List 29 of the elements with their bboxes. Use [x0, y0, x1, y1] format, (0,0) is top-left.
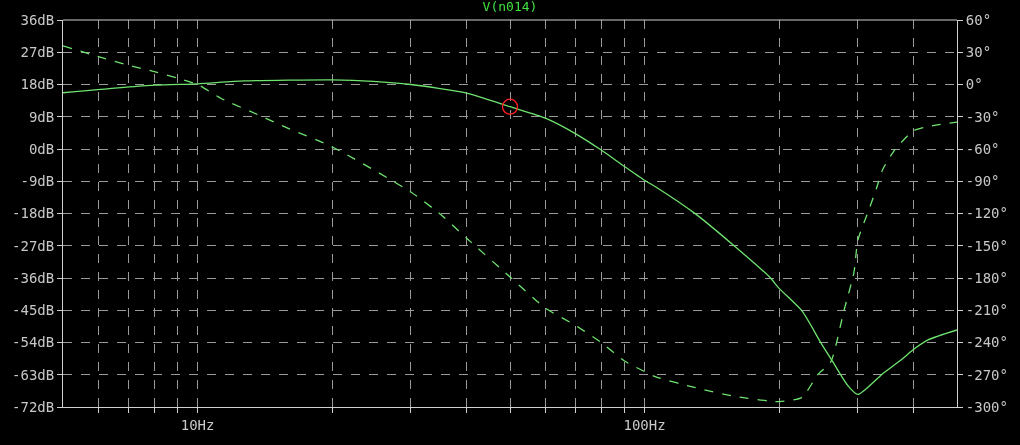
y-tick-label: -27dB	[12, 237, 55, 254]
y2-tick-label: -300°	[965, 398, 1008, 415]
y2-tick-label: -210°	[965, 302, 1008, 319]
y2-tick-label: 60°	[965, 11, 992, 28]
y2-tick-label: -30°	[965, 108, 1000, 125]
y-tick-label: 9dB	[28, 108, 55, 125]
y2-tick-label: -270°	[965, 366, 1008, 383]
y-tick-label: -18dB	[12, 205, 55, 222]
y-tick-label: -36dB	[12, 269, 55, 286]
y-tick-label: -9dB	[20, 173, 55, 190]
y2-tick-label: -120°	[965, 205, 1008, 222]
x-tick-label: 100Hz	[623, 416, 666, 433]
y-tick-label: 18dB	[20, 76, 55, 93]
y-tick-label: 27dB	[20, 44, 55, 61]
y2-tick-label: -240°	[965, 334, 1008, 351]
y-tick-label: 36dB	[20, 11, 55, 28]
y-tick-label: 0dB	[28, 140, 55, 157]
y-tick-label: -45dB	[12, 302, 55, 319]
y-tick-label: -72dB	[12, 398, 55, 415]
y2-tick-label: -90°	[965, 173, 1000, 190]
y2-tick-label: -150°	[965, 237, 1008, 254]
y2-tick-label: -60°	[965, 140, 1000, 157]
y2-tick-label: 30°	[965, 44, 992, 61]
y-tick-label: -54dB	[12, 334, 55, 351]
y-tick-label: -63dB	[12, 366, 55, 383]
x-tick-label: 10Hz	[180, 416, 215, 433]
y2-tick-label: -180°	[965, 269, 1008, 286]
chart-title: V(n014)	[482, 0, 538, 15]
y2-tick-label: 0°	[965, 76, 983, 93]
